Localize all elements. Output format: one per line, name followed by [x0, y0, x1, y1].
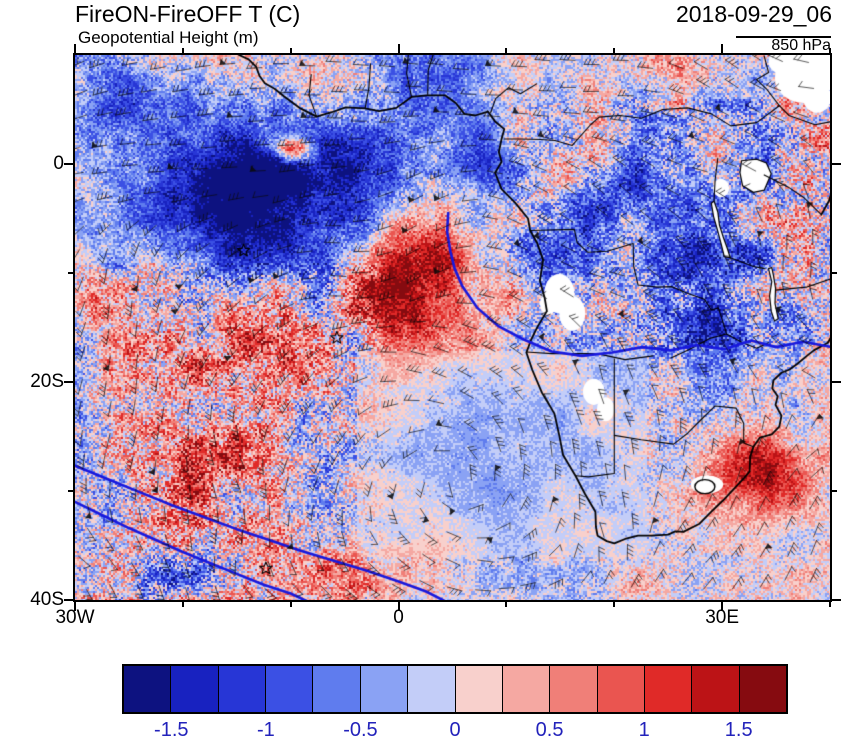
- field-subtitle: Geopotential Height (m): [78, 28, 259, 47]
- x-axis-label: 30W: [55, 607, 95, 628]
- axis-tick: [397, 44, 400, 53]
- axis-tick: [74, 602, 76, 611]
- axis-tick: [832, 599, 841, 601]
- axis-tick: [289, 48, 292, 53]
- colorbar-box: [739, 666, 787, 712]
- colorbar-tick-label: 0.5: [535, 719, 564, 741]
- colorbar-box: [550, 666, 598, 712]
- axis-tick: [613, 48, 616, 53]
- axis-tick: [832, 381, 841, 383]
- axis-tick: [74, 44, 76, 53]
- axis-tick: [181, 602, 184, 607]
- colorbar-box: [692, 666, 740, 712]
- axis-tick: [505, 48, 508, 53]
- x-axis-label: 0: [393, 607, 404, 628]
- timestamp: 2018-09-29_06: [675, 1, 832, 27]
- colorbar: [122, 664, 788, 714]
- axis-tick: [64, 163, 73, 165]
- axis-tick: [397, 602, 400, 611]
- colorbar-box: [313, 666, 361, 712]
- figure-title: FireON-FireOFF T (C): [75, 1, 301, 27]
- colorbar-box: [171, 666, 219, 712]
- colorbar-tick-label: 1: [638, 719, 650, 741]
- axis-tick: [832, 163, 841, 165]
- y-axis-label: 40S: [30, 589, 64, 610]
- axis-tick: [68, 272, 73, 274]
- colorbar-tick-label: 1.5: [724, 719, 753, 741]
- axis-tick: [829, 602, 831, 607]
- y-axis-label: 20S: [30, 371, 64, 392]
- colorbar-box: [124, 666, 172, 712]
- axis-tick: [721, 602, 724, 611]
- axis-tick: [829, 48, 831, 53]
- pressure-level-overline: [736, 36, 831, 38]
- colorbar-tick-label: -0.5: [343, 719, 378, 741]
- axis-tick: [181, 48, 184, 53]
- colorbar-tick-label: -1.5: [154, 719, 189, 741]
- axis-tick: [64, 381, 73, 383]
- axis-tick: [64, 599, 73, 601]
- colorbar-box: [360, 666, 409, 712]
- pressure-level-label: 850 hPa: [771, 37, 831, 54]
- colorbar-tick-label: -1: [256, 719, 275, 741]
- colorbar-box: [502, 666, 551, 712]
- map-frame: [73, 53, 832, 602]
- colorbar-box: [408, 666, 456, 712]
- axis-tick: [68, 490, 73, 492]
- colorbar-tick-label: 0: [449, 719, 461, 741]
- axis-tick: [505, 602, 508, 607]
- colorbar-box: [644, 666, 693, 712]
- colorbar-box: [218, 666, 267, 712]
- axis-tick: [613, 602, 616, 607]
- map-canvas: [75, 55, 830, 600]
- colorbar-box: [455, 666, 503, 712]
- axis-tick: [832, 490, 837, 492]
- axis-tick: [289, 602, 292, 607]
- colorbar-box: [266, 666, 314, 712]
- colorbar-box: [597, 666, 645, 712]
- y-axis-label: 0: [53, 153, 64, 174]
- axis-tick: [832, 272, 837, 274]
- x-axis-label: 30E: [705, 607, 740, 628]
- title-row: FireON-FireOFF T (C) 2018-09-29_06: [75, 1, 832, 28]
- axis-tick: [721, 44, 724, 53]
